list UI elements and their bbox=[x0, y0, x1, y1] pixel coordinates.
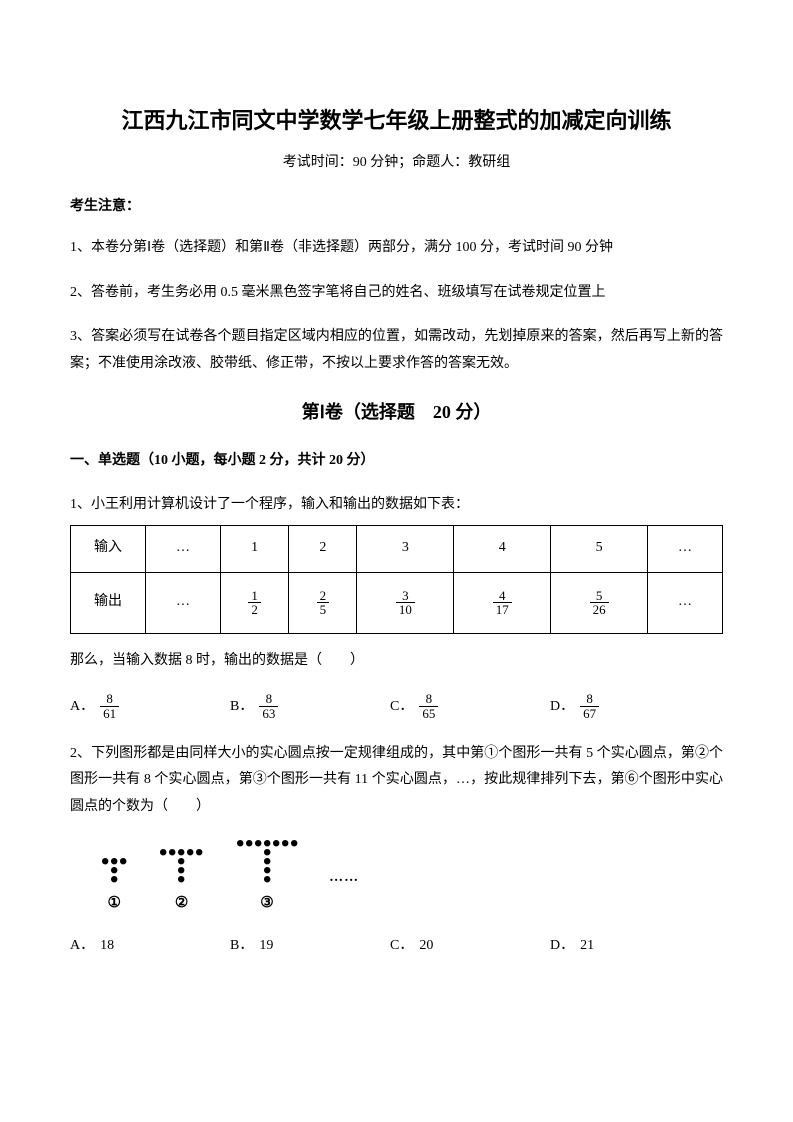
table-row: 输出 … 12 25 310 417 526 … bbox=[71, 572, 723, 633]
q2-option-c: C．20 bbox=[390, 933, 550, 960]
cell-in-label: 输入 bbox=[71, 525, 146, 572]
cell-out-1: 12 bbox=[221, 572, 289, 633]
cell-in-1: 1 bbox=[221, 525, 289, 572]
pattern-icon bbox=[158, 847, 204, 884]
notice-heading: 考生注意： bbox=[70, 194, 723, 221]
exam-page: 江西九江市同文中学数学七年级上册整式的加减定向训练 考试时间：90 分钟；命题人… bbox=[0, 0, 793, 1122]
q2-option-b: B．19 bbox=[230, 933, 390, 960]
notice-1: 1、本卷分第Ⅰ卷（选择题）和第Ⅱ卷（非选择题）两部分，满分 100 分，考试时间… bbox=[70, 235, 723, 262]
cell-out-label: 输出 bbox=[71, 572, 146, 633]
pattern-icon bbox=[235, 838, 299, 884]
table-row: 输入 … 1 2 3 4 5 … bbox=[71, 525, 723, 572]
cell-in-2: 2 bbox=[289, 525, 357, 572]
pattern-icon bbox=[100, 856, 128, 884]
cell-out-2: 25 bbox=[289, 572, 357, 633]
q2-fig-2: ② bbox=[158, 847, 204, 917]
cell-ellipsis: … bbox=[648, 525, 723, 572]
q1-option-d: D．867 bbox=[550, 692, 710, 720]
notice-2: 2、答卷前，考生务必用 0.5 毫米黑色签字笔将自己的姓名、班级填写在试卷规定位… bbox=[70, 280, 723, 307]
q1-stem: 1、小王利用计算机设计了一个程序，输入和输出的数据如下表： bbox=[70, 492, 723, 519]
q1-option-c: C．865 bbox=[390, 692, 550, 720]
cell-in-4: 4 bbox=[454, 525, 551, 572]
cell-out-4: 417 bbox=[454, 572, 551, 633]
q1-options: A．861 B．863 C．865 D．867 bbox=[70, 692, 723, 720]
q2-fig-1: ① bbox=[100, 856, 128, 917]
cell-in-3: 3 bbox=[357, 525, 454, 572]
cell-ellipsis: … bbox=[146, 572, 221, 633]
part-1-head: 一、单选题（10 小题，每小题 2 分，共计 20 分） bbox=[70, 448, 723, 475]
notice-3: 3、答案必须写在试卷各个题目指定区域内相应的位置，如需改动，先划掉原来的答案，然… bbox=[70, 324, 723, 377]
cell-ellipsis: … bbox=[146, 525, 221, 572]
cell-out-3: 310 bbox=[357, 572, 454, 633]
cell-ellipsis: … bbox=[648, 572, 723, 633]
q1-ask: 那么，当输入数据 8 时，输出的数据是（ ） bbox=[70, 648, 723, 675]
q2-options: A．18 B．19 C．20 D．21 bbox=[70, 933, 723, 960]
page-title: 江西九江市同文中学数学七年级上册整式的加减定向训练 bbox=[70, 100, 723, 142]
q1-option-b: B．863 bbox=[230, 692, 390, 720]
q2-figures: ① ② ③ …… bbox=[100, 838, 723, 917]
q2-option-d: D．21 bbox=[550, 933, 710, 960]
ellipsis-icon: …… bbox=[329, 865, 359, 892]
page-subtitle: 考试时间：90 分钟；命题人：教研组 bbox=[70, 150, 723, 177]
q2-option-a: A．18 bbox=[70, 933, 230, 960]
cell-in-5: 5 bbox=[551, 525, 648, 572]
section-1-head: 第Ⅰ卷（选择题 20 分） bbox=[70, 395, 723, 429]
q1-option-a: A．861 bbox=[70, 692, 230, 720]
cell-out-5: 526 bbox=[551, 572, 648, 633]
q1-table: 输入 … 1 2 3 4 5 … 输出 … 12 25 310 417 526 … bbox=[70, 525, 723, 634]
q2-fig-3: ③ bbox=[235, 838, 299, 917]
q2-stem: 2、下列图形都是由同样大小的实心圆点按一定规律组成的，其中第①个图形一共有 5 … bbox=[70, 741, 723, 821]
